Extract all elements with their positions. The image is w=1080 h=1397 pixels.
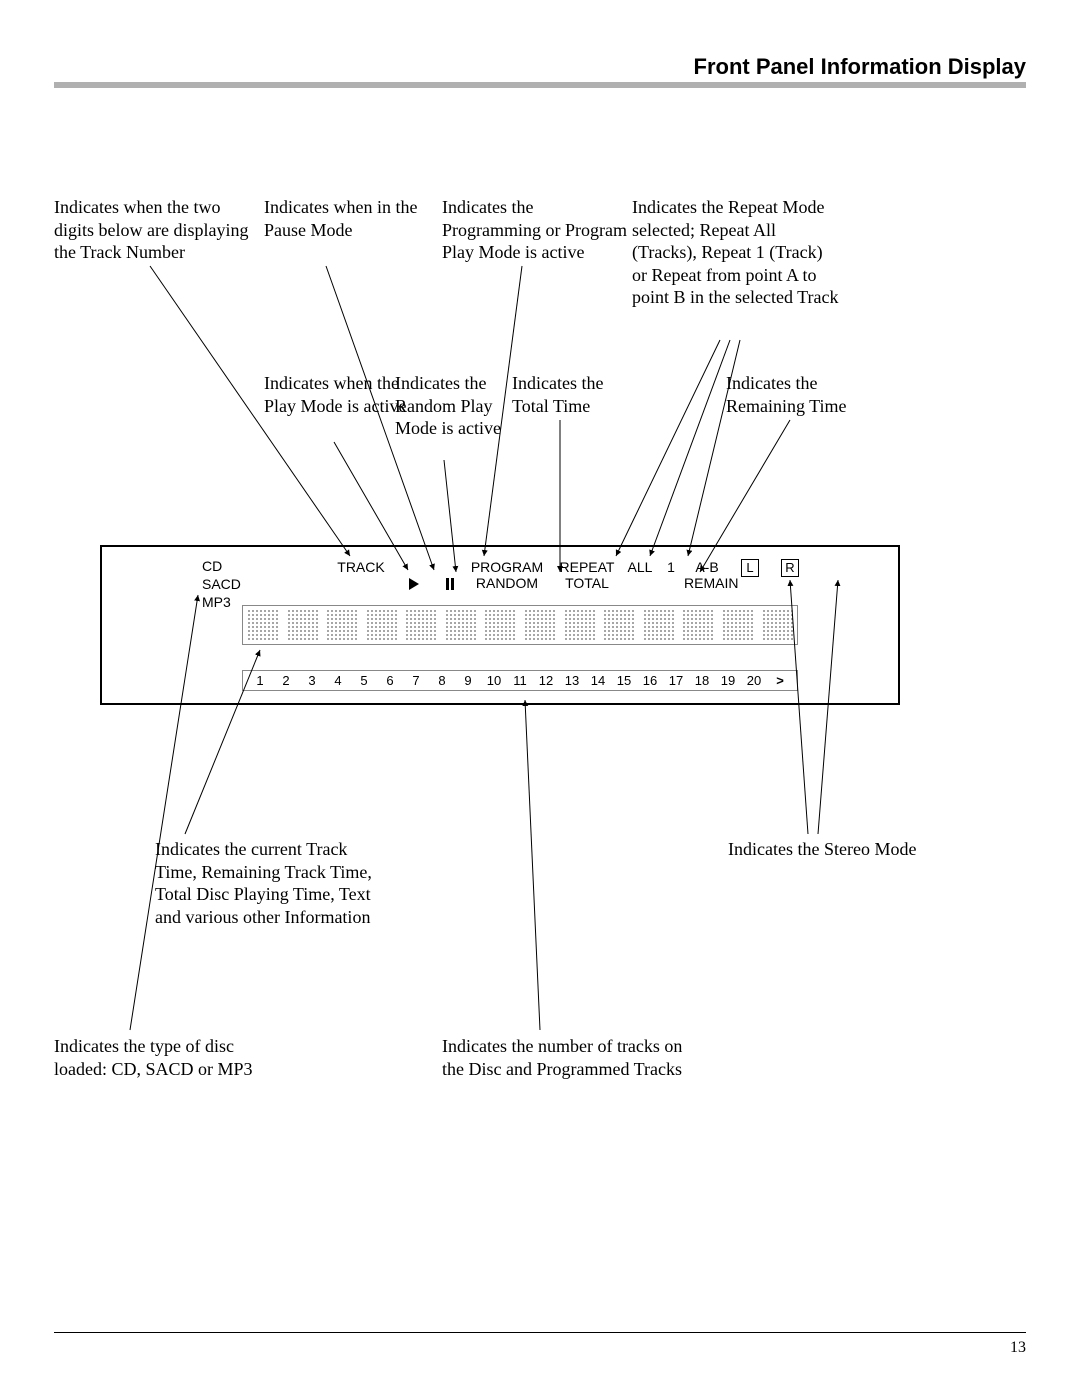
track-number-row: 1234567891011121314151617181920>	[242, 670, 798, 691]
label-R: R	[781, 559, 799, 577]
label-one: 1	[658, 559, 684, 575]
callout-disc: Indicates the type of disc loaded: CD, S…	[54, 1035, 254, 1080]
callout-tracks: Indicates the number of tracks on the Di…	[442, 1035, 702, 1080]
track-num: 15	[611, 673, 637, 688]
disc-cd: CD	[202, 557, 241, 575]
callout-track-digits: Indicates when the two digits below are …	[54, 196, 264, 264]
disc-type-list: CD SACD MP3	[202, 557, 241, 612]
track-num: 19	[715, 673, 741, 688]
callout-play: Indicates when the Play Mode is active	[264, 372, 414, 417]
track-num: 10	[481, 673, 507, 688]
track-num: 4	[325, 673, 351, 688]
indicator-row: TRACK PROGRAM RANDOM REPEAT TOTAL ALL 1 …	[332, 559, 883, 591]
page-number: 13	[1010, 1339, 1026, 1357]
callout-total: Indicates the Total Time	[512, 372, 642, 417]
footer-rule	[54, 1332, 1026, 1333]
track-num: 7	[403, 673, 429, 688]
track-num: 8	[429, 673, 455, 688]
pause-icon	[446, 578, 454, 590]
track-num: 17	[663, 673, 689, 688]
label-all: ALL	[622, 559, 658, 575]
label-L: L	[741, 559, 759, 577]
label-remain: REMAIN	[684, 575, 730, 591]
callout-program: Indicates the Programming or Program Pla…	[442, 196, 632, 264]
track-num: 1	[247, 673, 273, 688]
track-num: 9	[455, 673, 481, 688]
track-num: 12	[533, 673, 559, 688]
page-title: Front Panel Information Display	[694, 54, 1026, 80]
track-num: 2	[273, 673, 299, 688]
label-repeat: REPEAT	[552, 559, 622, 575]
track-num: 11	[507, 673, 533, 688]
label-program: PROGRAM	[462, 559, 552, 575]
callout-track-time: Indicates the current Track Time, Remain…	[155, 838, 385, 928]
dot-matrix-display	[242, 605, 798, 645]
label-total: TOTAL	[552, 575, 622, 591]
callout-stereo: Indicates the Stereo Mode	[728, 838, 916, 861]
track-num: 18	[689, 673, 715, 688]
callout-remain: Indicates the Remaining Time	[726, 372, 876, 417]
track-num: 3	[299, 673, 325, 688]
label-track: TRACK	[332, 559, 390, 575]
disc-sacd: SACD	[202, 575, 241, 593]
track-num: 5	[351, 673, 377, 688]
track-num: 14	[585, 673, 611, 688]
track-num: 16	[637, 673, 663, 688]
display-panel: CD SACD MP3 TRACK PROGRAM RANDOM REPEAT …	[100, 545, 900, 705]
callout-repeat: Indicates the Repeat Mode selected; Repe…	[632, 196, 842, 309]
track-num: 6	[377, 673, 403, 688]
label-random: RANDOM	[462, 575, 552, 591]
play-icon	[409, 578, 419, 590]
callout-pause: Indicates when in the Pause Mode	[264, 196, 424, 241]
track-more-icon: >	[767, 673, 793, 688]
track-num: 13	[559, 673, 585, 688]
track-num: 20	[741, 673, 767, 688]
callout-random: Indicates the Random Play Mode is active	[395, 372, 525, 440]
title-rule	[54, 82, 1026, 88]
disc-mp3: MP3	[202, 593, 241, 611]
label-ab: A-B	[684, 559, 730, 575]
